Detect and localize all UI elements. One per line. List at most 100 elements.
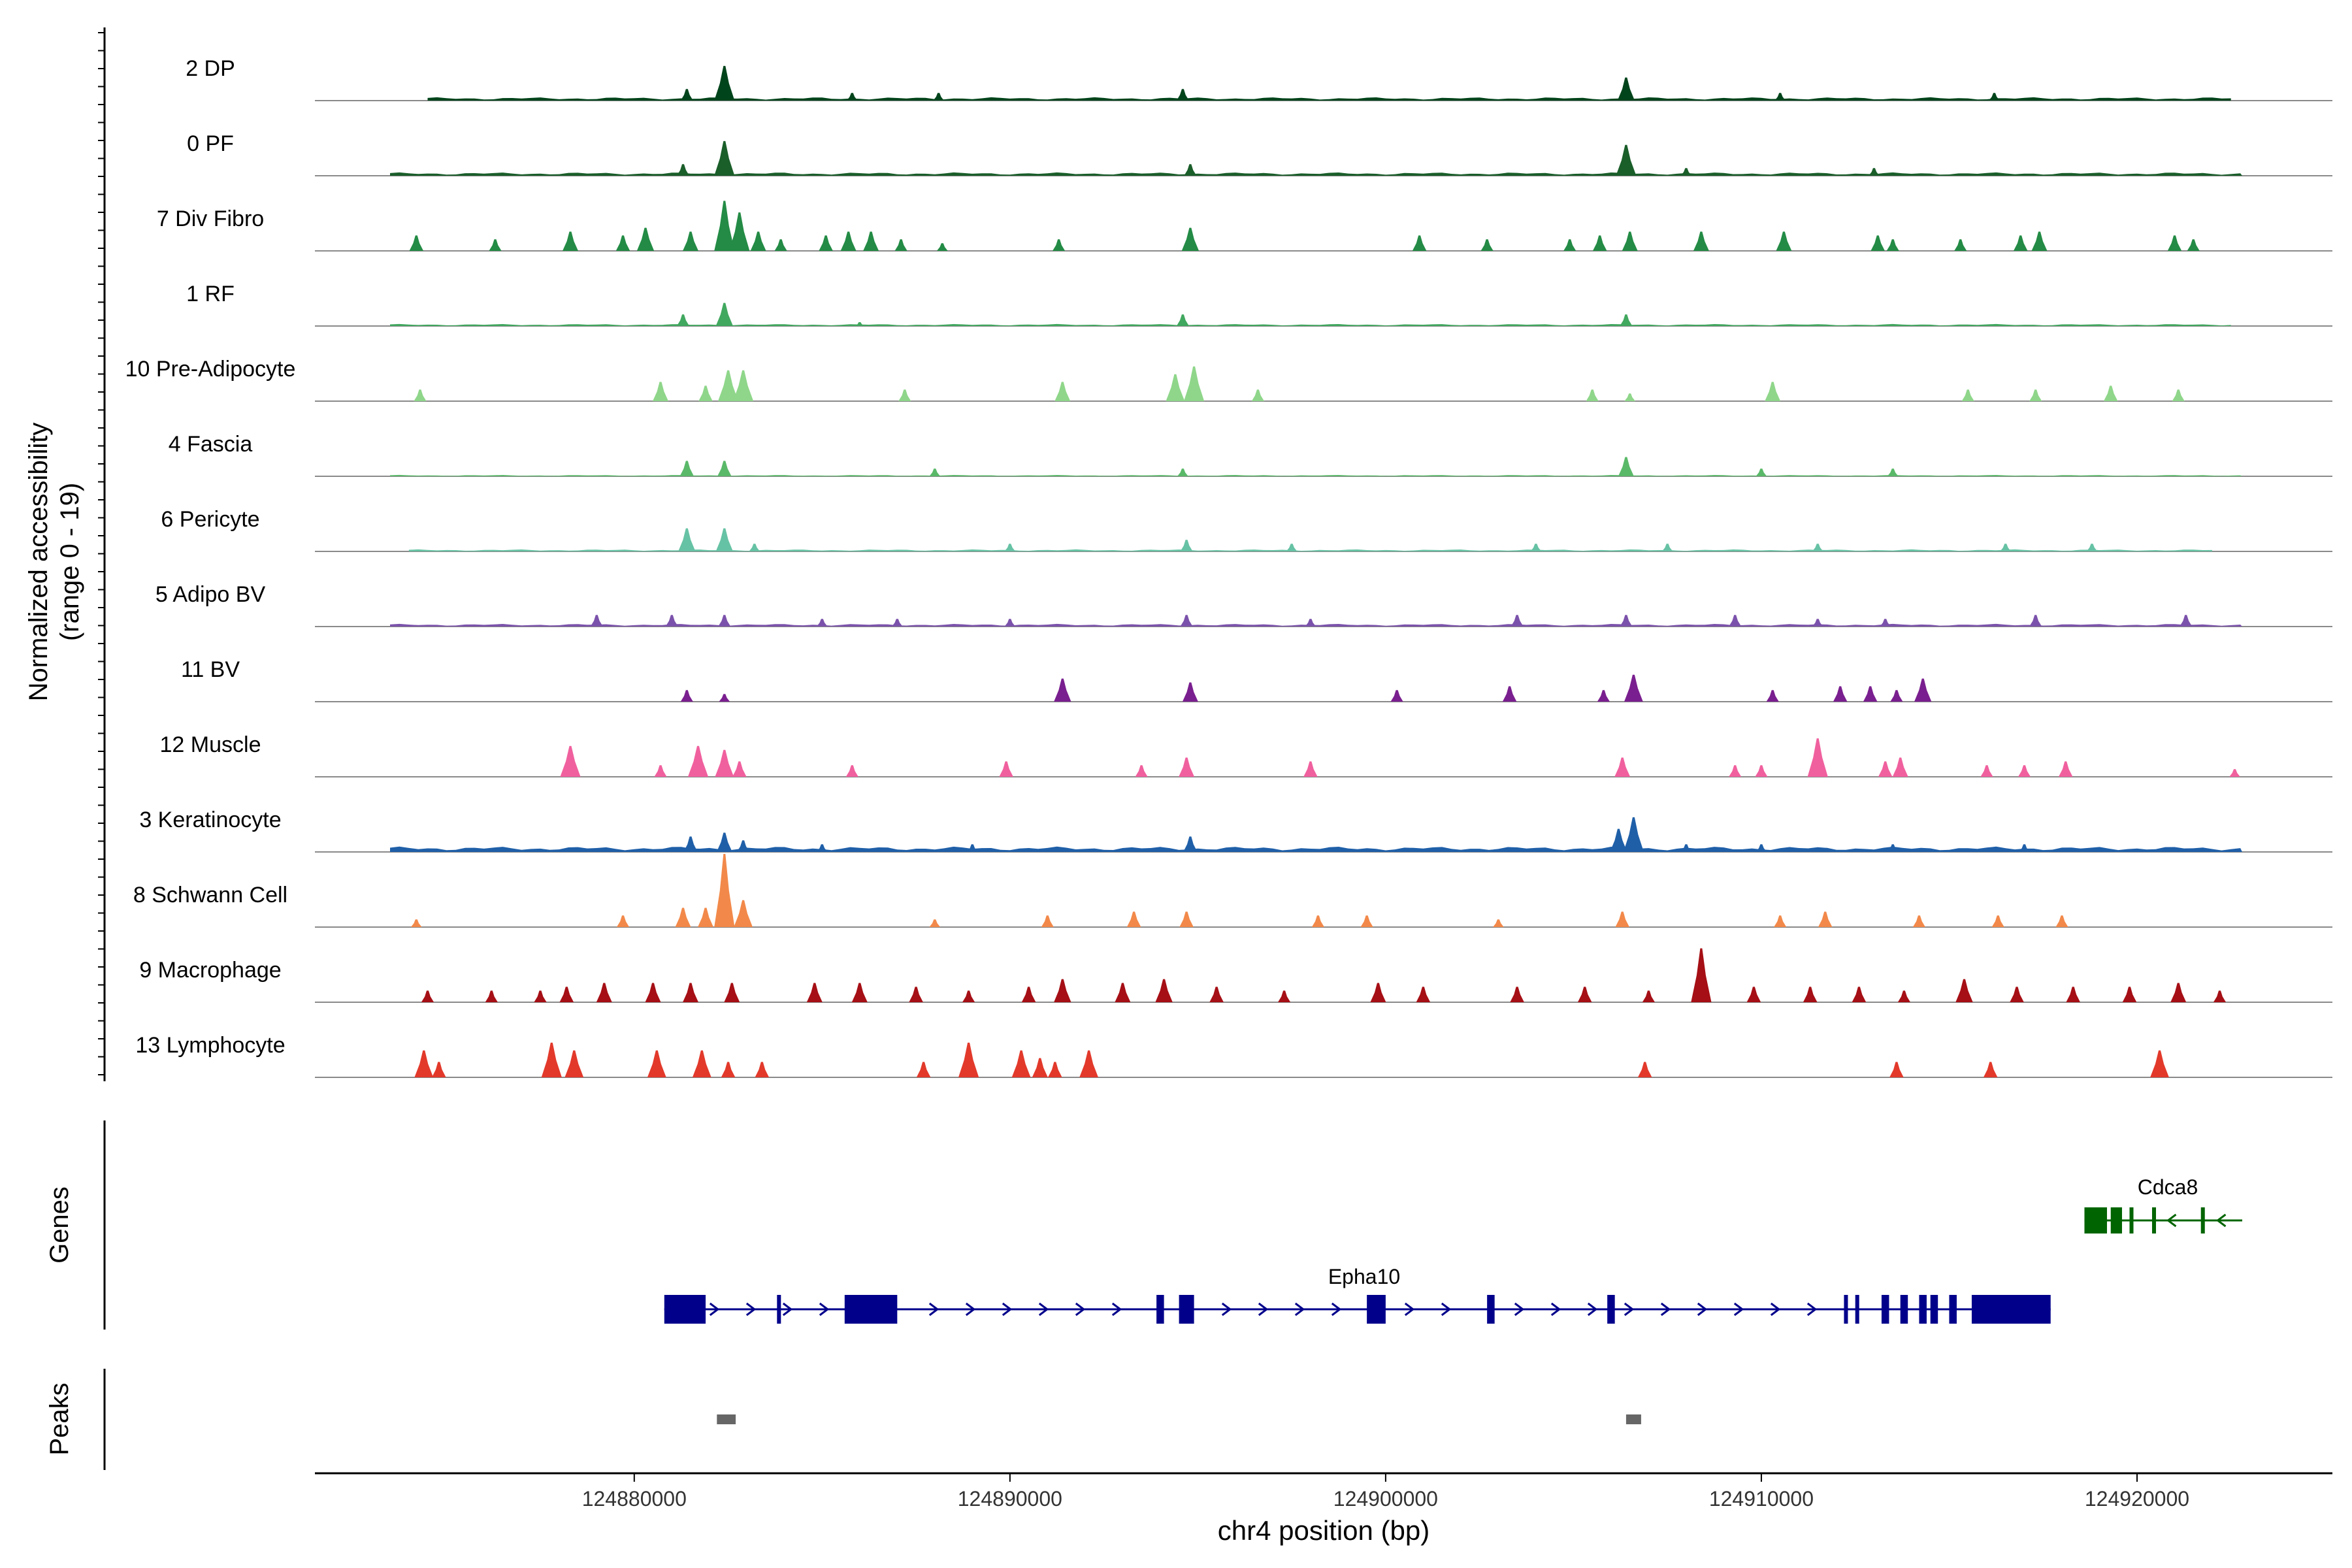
coverage-peak <box>1390 690 1403 702</box>
coverage-peak <box>717 461 732 476</box>
coverage-peak <box>1510 987 1524 1002</box>
coverage-peak <box>1511 615 1524 627</box>
coverage-peak <box>958 1042 979 1077</box>
coverage-peak <box>647 1050 666 1077</box>
background-signal <box>390 623 2242 627</box>
coverage-peak <box>714 65 735 101</box>
coverage-peak <box>1661 544 1673 551</box>
exon <box>1844 1295 1848 1324</box>
coverage-peak <box>1209 987 1224 1002</box>
coverage-peak <box>563 231 578 251</box>
y-axis-title-line1: Normalized accessibility <box>24 423 53 702</box>
coverage-peak <box>1592 235 1607 251</box>
coverage-peak <box>715 302 733 326</box>
gene-label: Epha10 <box>1328 1265 1400 1288</box>
coverage-peak <box>2055 915 2068 927</box>
coverage-peak <box>560 745 581 777</box>
coverage-peak <box>1502 686 1517 702</box>
coverage-peak <box>1818 911 1833 927</box>
coverage-peak <box>1305 619 1316 627</box>
strand-chevron <box>1733 1302 1744 1316</box>
strand-chevron <box>1660 1302 1671 1316</box>
coverage-peak <box>1807 738 1828 777</box>
track-5-adipo-bv: 5 Adipo BV <box>155 582 2332 627</box>
gene-label: Cdca8 <box>2138 1175 2198 1199</box>
coverage-peak <box>1812 619 1823 627</box>
coverage-peak <box>2103 385 2118 401</box>
coverage-peak <box>2013 235 2028 251</box>
gene-track: Epha10 Cdca8 <box>664 1175 2242 1324</box>
exon <box>1367 1295 1386 1324</box>
coverage-peak <box>1890 690 1903 702</box>
strand-chevron <box>1038 1302 1049 1316</box>
coverage-peak <box>1889 1062 1904 1077</box>
coverage-peak <box>683 836 698 852</box>
strand-chevron <box>1514 1302 1525 1316</box>
coverage-peak <box>1412 235 1427 251</box>
coverage-peak <box>2180 615 2193 627</box>
coverage-peak <box>2029 615 2042 627</box>
track-13-lymphocyte: 13 Lymphocyte <box>135 1033 2332 1078</box>
x-axis-tick-label: 124890000 <box>958 1487 1062 1511</box>
coverage-peak <box>2170 983 2187 1002</box>
coverage-peak <box>851 983 868 1002</box>
x-axis-tick-label: 124920000 <box>2085 1487 2189 1511</box>
coverage-peak <box>734 900 753 927</box>
strand-chevron <box>2166 1213 2177 1228</box>
coverage-peak <box>863 231 879 251</box>
coverage-peak <box>2150 1050 2169 1077</box>
coverage-peak <box>534 990 547 1002</box>
coverage-peak <box>1729 615 1742 627</box>
strand-chevron <box>1294 1302 1305 1316</box>
coverage-peak <box>1878 761 1893 777</box>
coverage-peak <box>845 765 858 777</box>
track-3-keratinocyte: 3 Keratinocyte <box>139 808 2332 853</box>
coverage-peak <box>840 231 857 251</box>
track-10-pre-adipocyte: 10 Pre-Adipocyte <box>125 357 2332 402</box>
track-9-macrophage: 9 Macrophage <box>139 948 2332 1003</box>
coverage-peak <box>1618 457 1634 476</box>
coverage-peak <box>596 983 612 1002</box>
coverage-peak <box>1184 366 1205 401</box>
exon <box>2151 1207 2156 1233</box>
coverage-peak <box>819 235 833 251</box>
coverage-peak <box>1311 915 1324 927</box>
coverage-peak <box>1177 468 1188 476</box>
coverage-peak <box>2066 987 2080 1002</box>
coverage-peak <box>564 1050 584 1077</box>
coverage-peak <box>1887 844 1899 852</box>
coverage-peak <box>1251 389 1264 401</box>
coverage-peak <box>936 243 948 251</box>
track-label: 7 Div Fibro <box>157 206 264 231</box>
exon <box>1487 1295 1495 1324</box>
x-axis-title: chr4 position (bp) <box>1218 1515 1430 1546</box>
coverage-peak <box>1622 231 1638 251</box>
x-axis-tick-label: 124900000 <box>1333 1487 1438 1511</box>
track-label: 0 PF <box>187 131 234 156</box>
gene-epha10: Epha10 <box>664 1265 2051 1324</box>
coverage-peak <box>1991 915 2004 927</box>
coverage-peak <box>2031 231 2048 251</box>
coverage-peak <box>929 919 941 927</box>
gene-cdca8: Cdca8 <box>2084 1175 2242 1233</box>
coverage-peak <box>1054 382 1071 401</box>
exon <box>1855 1295 1859 1324</box>
coverage-peak <box>1765 382 1781 401</box>
coverage-peak <box>1617 77 1635 101</box>
strand-chevron <box>1550 1302 1561 1316</box>
coverage-peak <box>1961 389 1974 401</box>
coverage-peak <box>1011 1050 1031 1077</box>
strand-chevron <box>1075 1302 1086 1316</box>
coverage-peak <box>1032 1058 1048 1077</box>
coverage-y-axis <box>98 27 106 1081</box>
coverage-peak <box>999 761 1013 777</box>
peak-region <box>1625 1414 1641 1424</box>
coverage-peak <box>1180 615 1193 627</box>
track-12-muscle: 12 Muscle <box>160 732 2332 777</box>
coverage-peak <box>2086 544 2098 551</box>
coverage-peak <box>692 1050 711 1077</box>
coverage-peak <box>846 93 858 101</box>
coverage-peak <box>755 1062 770 1077</box>
coverage-peak <box>653 382 668 401</box>
